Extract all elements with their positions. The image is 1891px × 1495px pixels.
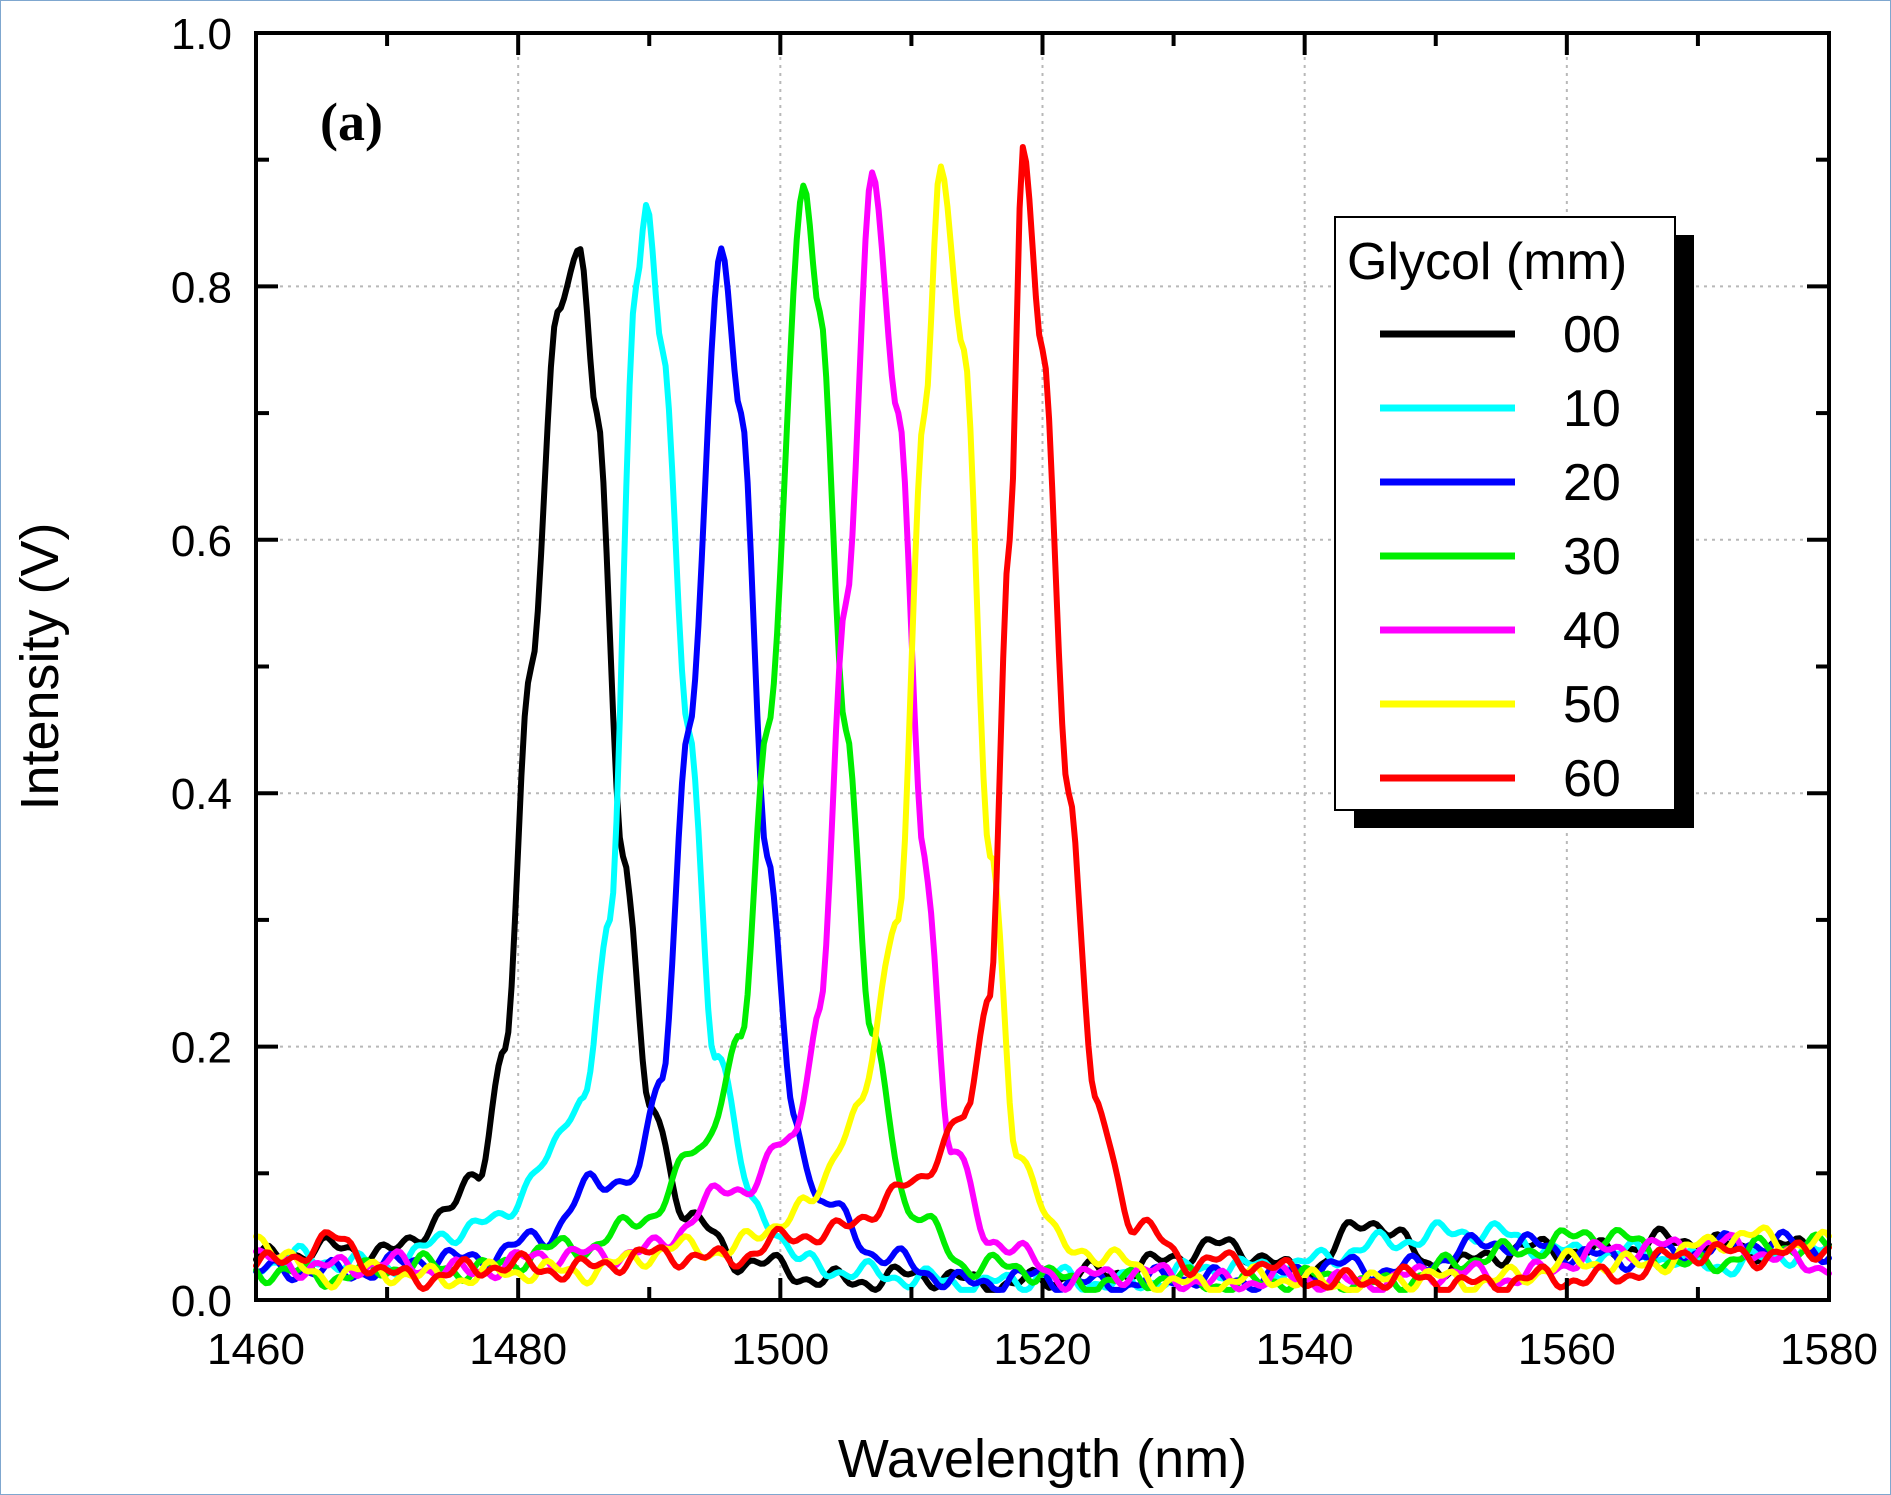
y-tick-label: 0.6 [171,517,232,566]
x-tick-label: 1460 [207,1325,305,1374]
legend-label-40: 40 [1563,602,1621,660]
legend-label-10: 10 [1563,380,1621,438]
y-tick-label: 0.8 [171,263,232,312]
x-tick-label: 1560 [1518,1325,1616,1374]
axis-ticks [254,31,1831,1302]
x-tick-label: 1520 [994,1325,1092,1374]
y-tick-label: 1.0 [171,10,232,59]
x-tick-label: 1540 [1256,1325,1354,1374]
legend-items: 00 10 20 30 40 50 60 [1380,306,1621,808]
x-tick-label: 1480 [469,1325,567,1374]
y-axis-title: Intensity (V) [10,522,70,810]
series-line-50 [253,163,1832,1293]
x-tick-label: 1580 [1780,1325,1878,1374]
y-tick-label: 0.2 [171,1024,232,1073]
x-axis-title: Wavelength (nm) [838,1429,1247,1489]
series-layer [253,144,1832,1293]
x-tick-label: 1500 [731,1325,829,1374]
legend-label-20: 20 [1563,454,1621,512]
legend-label-00: 00 [1563,306,1621,364]
tick-labels: 1460 1480 1500 1520 1540 1560 1580 0.0 0.2 0.4 0.6… [171,10,1878,1374]
legend-box [1334,216,1676,811]
y-tick-label: 0.4 [171,770,232,819]
legend: Glycol (mm) 00 10 20 30 40 50 60 [1334,216,1694,828]
legend-label-50: 50 [1563,676,1621,734]
legend-label-60: 60 [1563,750,1621,808]
legend-title: Glycol (mm) [1347,233,1627,291]
legend-label-30: 30 [1563,528,1621,586]
panel-label: (a) [320,92,383,152]
y-tick-label: 0.0 [171,1277,232,1326]
